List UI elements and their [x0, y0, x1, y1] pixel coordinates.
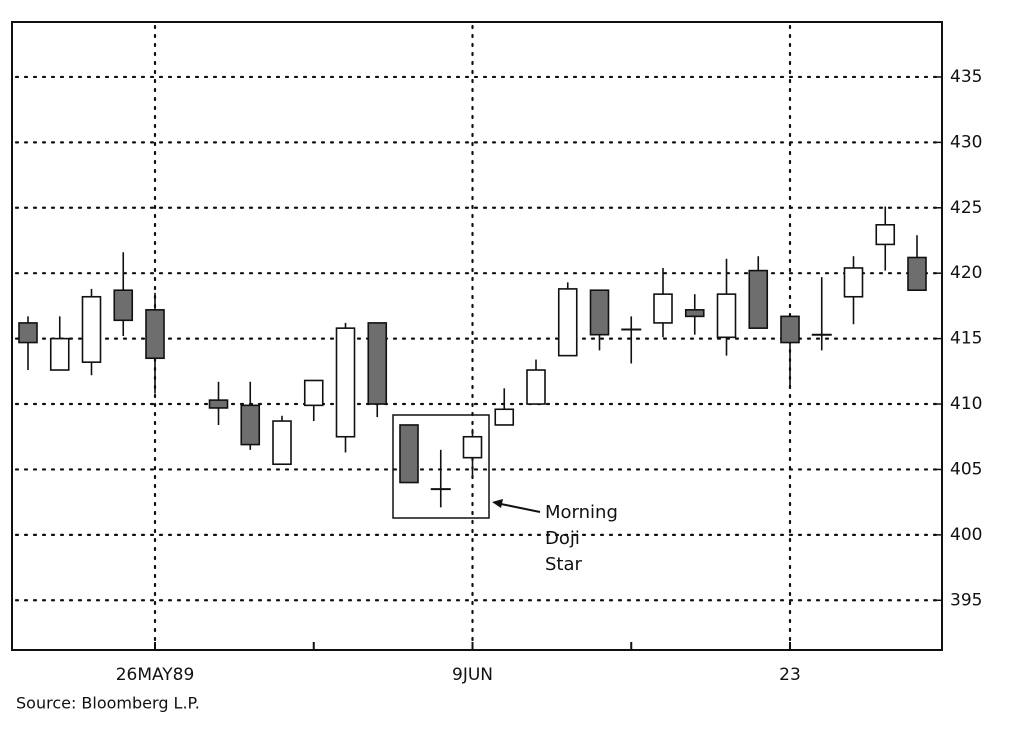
candle-body: [557, 288, 578, 357]
annotation-arrow: [495, 502, 541, 513]
candle-body: [208, 399, 229, 409]
candle-body: [303, 379, 324, 407]
y-tick-label: 425: [950, 198, 982, 218]
y-tick-label: 400: [950, 525, 982, 545]
y-tick-label: 420: [950, 263, 982, 283]
candle-body: [272, 420, 292, 466]
candle-body: [843, 267, 864, 298]
candle-body: [145, 309, 165, 360]
candle-body: [49, 337, 70, 371]
annotation: Doji: [545, 528, 580, 549]
annotation: Star: [545, 554, 583, 575]
y-tick-label: 435: [950, 67, 982, 87]
plot-frame: [11, 21, 943, 651]
y-tick-label: 405: [950, 459, 982, 479]
candle-body: [18, 322, 38, 344]
y-tick-label: 410: [950, 394, 982, 414]
candle-body: [240, 404, 261, 446]
y-tick-label: 430: [950, 132, 982, 152]
candle-body: [113, 289, 134, 322]
x-tick-label: 23: [779, 665, 801, 685]
candle-body: [684, 309, 705, 318]
candle-body: [462, 435, 483, 459]
y-tick-label: 415: [950, 329, 982, 349]
y-tick-label: 395: [950, 590, 982, 610]
candle-body: [81, 295, 102, 363]
candle-body: [875, 223, 896, 246]
candle-body: [716, 293, 737, 339]
candle-body: [780, 315, 800, 344]
annotation: Morning: [545, 502, 618, 523]
candle-body: [748, 269, 769, 329]
pattern-box: [392, 414, 490, 519]
candle-body: [907, 256, 927, 292]
x-tick-label: 9JUN: [452, 665, 493, 685]
candle-body: [589, 289, 610, 336]
candle-body: [494, 408, 515, 426]
arrow-head: [492, 499, 503, 508]
candle-body: [367, 322, 388, 405]
candle-body: [399, 424, 419, 484]
x-tick-label: 26MAY89: [116, 665, 195, 685]
candle-body: [653, 293, 673, 324]
source-note: Source: Bloomberg L.P.: [16, 694, 200, 713]
candle-body: [335, 327, 356, 438]
candle-body: [526, 369, 546, 405]
